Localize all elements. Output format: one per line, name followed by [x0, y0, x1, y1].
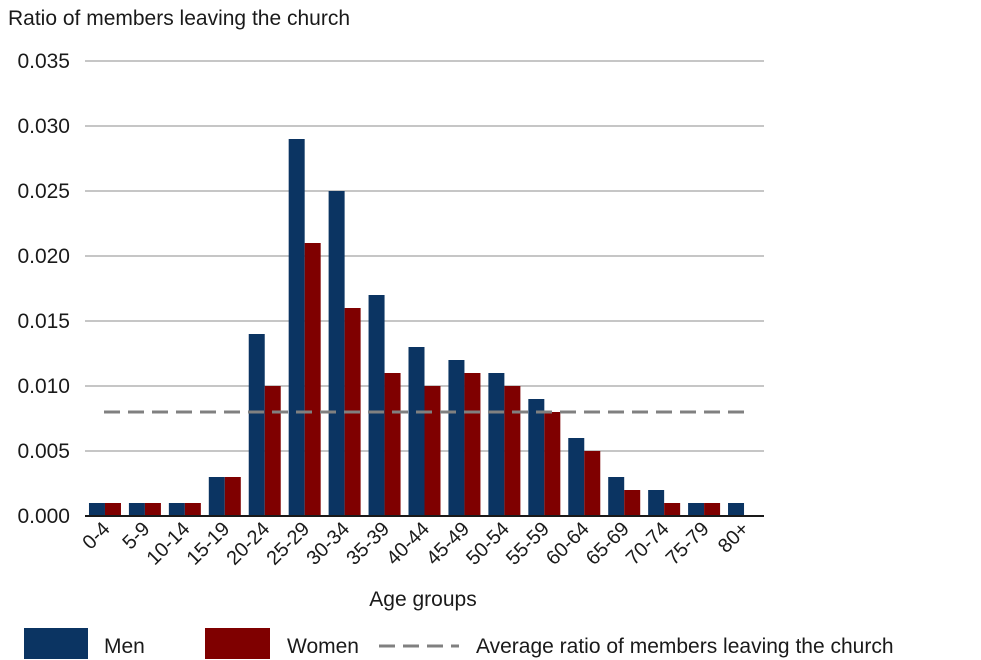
bar-men-10-14: [168, 503, 185, 516]
y-tick-label: 0.000: [17, 505, 70, 528]
bar-men-20-24: [248, 334, 265, 516]
y-tick-label: 0.015: [17, 310, 70, 333]
legend-swatch-men: [24, 628, 88, 659]
bar-men-5-9: [128, 503, 145, 516]
bar-women-10-14: [184, 503, 201, 516]
x-tick-label: 35-39: [342, 518, 394, 570]
x-tick-label: 80+: [714, 518, 754, 558]
x-tick-label: 45-49: [422, 518, 474, 570]
x-tick-label: 10-14: [143, 518, 195, 570]
x-tick-label: 30-34: [302, 518, 354, 570]
bar-women-50-54: [504, 386, 521, 516]
x-tick-label: 25-29: [262, 518, 314, 570]
bar-men-15-19: [208, 477, 225, 516]
y-tick-label: 0.035: [17, 50, 70, 73]
bar-women-45-49: [464, 373, 481, 516]
y-tick-label: 0.005: [17, 440, 70, 463]
x-tick-label: 60-64: [542, 518, 594, 570]
x-tick-label: 0-4: [79, 518, 115, 554]
bar-men-65-69: [608, 477, 625, 516]
legend-label-women: Women: [287, 635, 359, 658]
bars: [88, 139, 745, 516]
bar-women-20-24: [264, 386, 281, 516]
bar-men-55-59: [528, 399, 545, 516]
bar-men-60-64: [568, 438, 585, 516]
x-tick-labels: 0-4 5-910-1415-1920-2425-2930-3435-3940-4…: [79, 518, 754, 570]
bar-men-40-44: [408, 347, 425, 516]
x-tick-label: 40-44: [382, 518, 434, 570]
y-tick-label: 0.020: [17, 245, 70, 268]
legend-label-average: Average ratio of members leaving the chu…: [476, 635, 894, 658]
x-tick-label: 15-19: [183, 518, 235, 570]
bar-men-45-49: [448, 360, 465, 516]
x-tick-label: 20-24: [223, 518, 275, 570]
y-tick-label: 0.025: [17, 180, 70, 203]
bar-women-35-39: [384, 373, 401, 516]
x-tick-label: 75-79: [662, 518, 714, 570]
y-axis-title: Ratio of members leaving the church: [8, 7, 350, 30]
gridlines: [85, 60, 764, 452]
bar-men-30-34: [328, 191, 345, 516]
bar-men-35-39: [368, 295, 385, 516]
bar-women-5-9: [144, 503, 161, 516]
bar-women-55-59: [544, 412, 561, 516]
legend-swatch-women: [205, 628, 270, 659]
x-tick-label: 50-54: [462, 518, 514, 570]
bar-women-75-79: [704, 503, 721, 516]
bar-women-65-69: [624, 490, 641, 516]
bar-men-70-74: [648, 490, 665, 516]
bar-men-80+: [728, 503, 745, 516]
y-tick-labels: 0.000 0.005 0.010 0.015 0.020 0.025 0.030 0.035: [17, 50, 70, 528]
bar-men-75-79: [688, 503, 705, 516]
x-axis-title: Age groups: [369, 588, 476, 611]
bar-women-15-19: [224, 477, 241, 516]
bar-women-0-4: [104, 503, 121, 516]
bar-women-25-29: [304, 243, 321, 516]
y-tick-label: 0.010: [17, 375, 70, 398]
bar-women-70-74: [664, 503, 681, 516]
y-tick-label: 0.030: [17, 115, 70, 138]
legend: Men Women Average ratio of members leavi…: [24, 628, 894, 659]
legend-label-men: Men: [104, 635, 145, 658]
x-tick-label: 70-74: [622, 518, 674, 570]
bar-men-0-4: [88, 503, 105, 516]
x-tick-label: 55-59: [502, 518, 554, 570]
bar-women-60-64: [584, 451, 601, 516]
bar-men-50-54: [488, 373, 505, 516]
bar-men-25-29: [288, 139, 305, 516]
bar-women-40-44: [424, 386, 441, 516]
x-tick-label: 65-69: [582, 518, 634, 570]
